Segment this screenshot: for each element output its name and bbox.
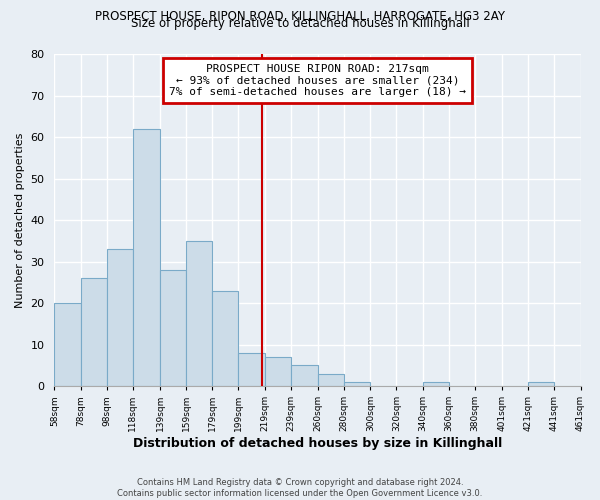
- Bar: [238, 353, 265, 386]
- Bar: [186, 241, 212, 386]
- Bar: [55, 303, 80, 386]
- X-axis label: Distribution of detached houses by size in Killinghall: Distribution of detached houses by size …: [133, 437, 502, 450]
- Bar: [160, 270, 186, 386]
- Bar: [318, 374, 344, 386]
- Text: Contains HM Land Registry data © Crown copyright and database right 2024.
Contai: Contains HM Land Registry data © Crown c…: [118, 478, 482, 498]
- Y-axis label: Number of detached properties: Number of detached properties: [15, 132, 25, 308]
- Bar: [212, 290, 238, 386]
- Bar: [133, 128, 160, 386]
- Bar: [528, 382, 554, 386]
- Bar: [107, 249, 133, 386]
- Text: Size of property relative to detached houses in Killinghall: Size of property relative to detached ho…: [131, 18, 469, 30]
- Bar: [265, 357, 290, 386]
- Bar: [80, 278, 107, 386]
- Bar: [290, 366, 318, 386]
- Text: PROSPECT HOUSE RIPON ROAD: 217sqm
← 93% of detached houses are smaller (234)
7% : PROSPECT HOUSE RIPON ROAD: 217sqm ← 93% …: [169, 64, 466, 97]
- Bar: [422, 382, 449, 386]
- Text: PROSPECT HOUSE, RIPON ROAD, KILLINGHALL, HARROGATE, HG3 2AY: PROSPECT HOUSE, RIPON ROAD, KILLINGHALL,…: [95, 10, 505, 23]
- Bar: [344, 382, 370, 386]
